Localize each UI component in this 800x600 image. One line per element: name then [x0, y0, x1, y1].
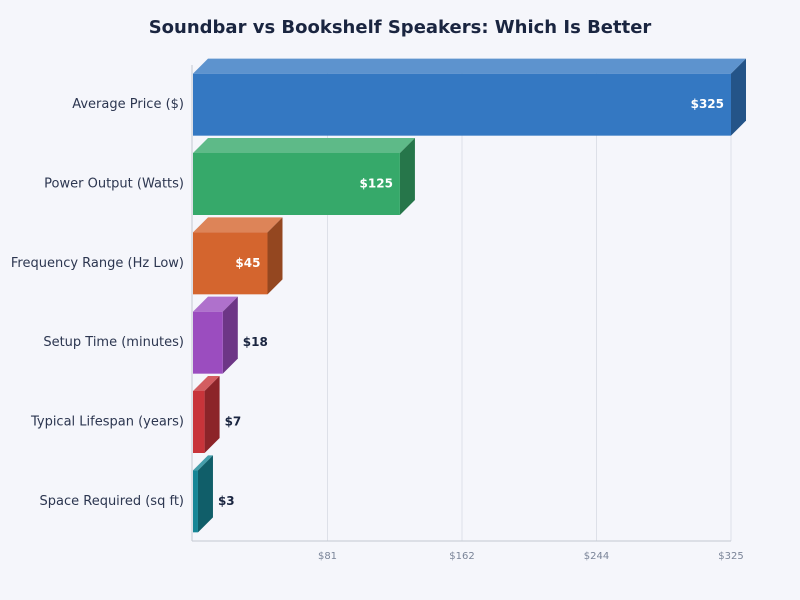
y-tick-label: Setup Time (minutes): [43, 335, 184, 350]
bar-side: [222, 296, 238, 374]
bar-top: [193, 217, 283, 233]
x-tick-label: $244: [584, 551, 609, 562]
bar-top: [193, 138, 415, 153]
y-tick-label: Average Price ($): [72, 97, 184, 112]
value-label: $3: [218, 494, 235, 508]
x-tick-label: $162: [449, 551, 474, 562]
value-label: $325: [691, 97, 724, 111]
y-tick-label: Frequency Range (Hz Low): [11, 256, 184, 271]
bar-side: [204, 376, 220, 453]
bar: [193, 311, 223, 374]
bar: [193, 73, 731, 136]
y-tick-label: Power Output (Watts): [44, 177, 184, 192]
bar-side: [267, 217, 283, 295]
value-label: $18: [243, 335, 268, 349]
bar-top: [193, 58, 746, 74]
value-label: $125: [360, 177, 393, 191]
chart-title: Soundbar vs Bookshelf Speakers: Which Is…: [149, 17, 652, 38]
bar-side: [731, 58, 746, 136]
bar: [193, 391, 205, 453]
bar: [193, 470, 198, 533]
bar-side: [197, 455, 213, 533]
bar-top: [193, 455, 213, 471]
x-tick-label: $81: [318, 551, 337, 562]
bar: [193, 153, 400, 215]
y-tick-label: Typical Lifespan (years): [30, 415, 184, 430]
bar: [193, 232, 268, 295]
bar-side: [399, 138, 415, 215]
value-label: $7: [225, 415, 242, 429]
value-label: $45: [235, 256, 260, 270]
bar-top: [193, 296, 238, 312]
y-tick-label: Space Required (sq ft): [40, 494, 185, 509]
x-tick-label: $325: [718, 551, 743, 562]
bar-top: [193, 376, 220, 391]
